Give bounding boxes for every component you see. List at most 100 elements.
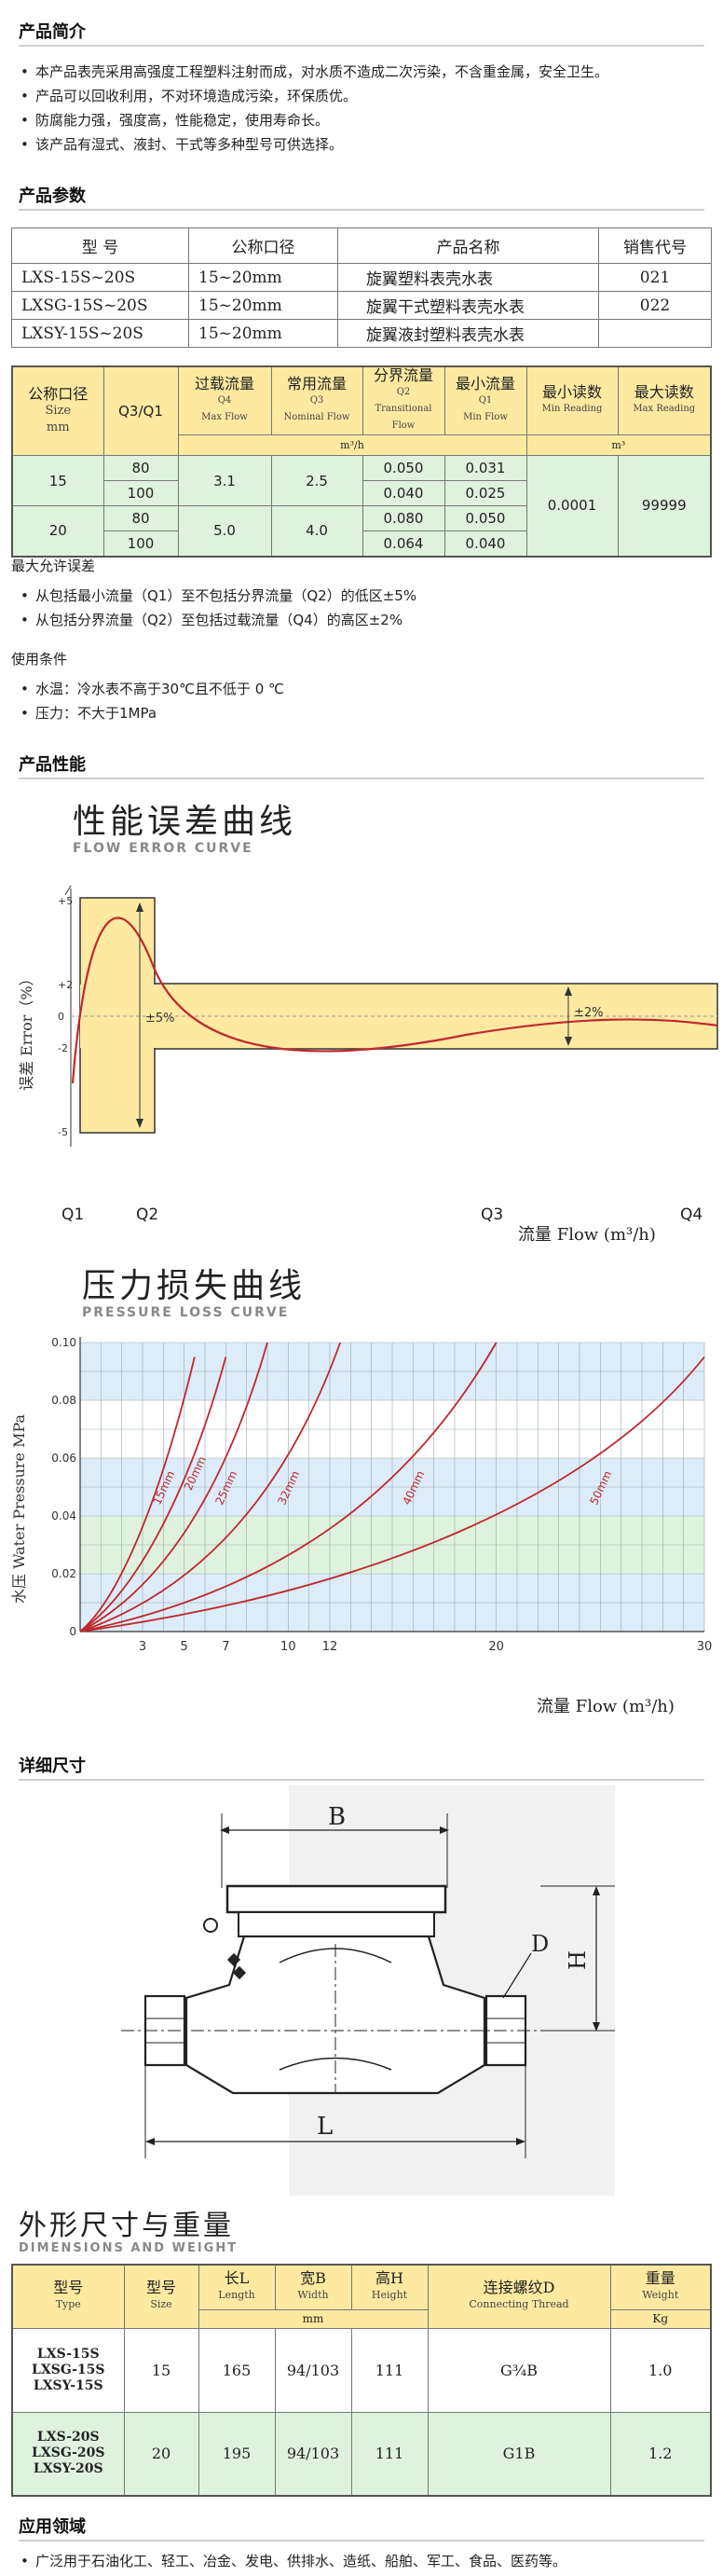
cell: 2.5 <box>270 455 363 506</box>
arrow <box>565 986 572 996</box>
x-tick: 10 <box>280 1640 296 1654</box>
hinge <box>203 1918 218 1933</box>
table-row: LXS-15S LXSG-15S LXSY-15S 15 165 94/103 … <box>11 2327 712 2413</box>
series-line <box>79 1342 268 1632</box>
x-tick: Q4 <box>680 1205 703 1224</box>
arrow <box>440 1826 449 1834</box>
arrow <box>136 1119 143 1128</box>
y-tick: +2 <box>58 979 73 991</box>
cell: 旋翼干式塑料表壳水表 <box>337 291 599 320</box>
unit-cell: mm <box>198 2308 429 2329</box>
unit-cell: m³ <box>525 434 712 456</box>
divider <box>19 2540 704 2542</box>
table-row: 15 80 3.1 2.5 0.050 0.031 0.0001 99999 <box>11 455 712 557</box>
cell: 0.040 <box>443 530 527 557</box>
dimension-drawing: B D H L <box>121 1785 615 2196</box>
col-header: 型号 Size <box>123 2264 199 2329</box>
error-list: 从包括最小流量（Q1）至不包括分界流量（Q2）的低区±5% 从包括分界流量（Q2… <box>19 584 704 632</box>
cell: 0.080 <box>362 505 445 531</box>
cell: 3.1 <box>177 455 272 506</box>
body-contour <box>279 2057 392 2071</box>
y-axis-label: 水压 Water Pressure MPa <box>10 1413 28 1604</box>
cell: 0.050 <box>362 455 445 481</box>
arrow <box>593 1886 600 1895</box>
cell: 100 <box>102 480 179 506</box>
cell: 5.0 <box>177 505 272 557</box>
application-heading: 应用领域 <box>19 2517 86 2537</box>
col-header: 最大读数 Max Reading <box>617 365 712 435</box>
y-tick: +5 <box>58 895 73 907</box>
table-row: LXSG-15S~20S 15~20mm 旋翼干式塑料表壳水表 022 <box>11 291 712 320</box>
cell: 0.031 <box>443 455 527 481</box>
cell: 94/103 <box>274 2411 352 2497</box>
weight-title: 外形尺寸与重量 <box>19 2210 234 2242</box>
cell: 94/103 <box>274 2327 352 2413</box>
error-heading: 最大允许误差 <box>11 558 96 574</box>
cell: LXSY-15S~20S <box>11 319 189 348</box>
cell: 80 <box>102 505 179 531</box>
label-h: H <box>565 1950 591 1970</box>
cell: 4.0 <box>270 505 363 557</box>
x-tick: Q2 <box>136 1205 158 1224</box>
y-tick: 0.10 <box>51 1336 76 1349</box>
arrow <box>145 2138 155 2145</box>
unit-cell: Kg <box>609 2308 712 2329</box>
list-item: 从包括最小流量（Q1）至不包括分界流量（Q2）的低区±5% <box>19 584 704 608</box>
cell: LXS-15S~20S <box>11 263 189 292</box>
params-table: 型 号 公称口径 产品名称 销售代号 LXS-15S~20S 15~20mm 旋… <box>11 227 712 348</box>
y-tick: 0 <box>58 1011 64 1023</box>
col-header: 过载流量 Q4 Max Flow <box>177 365 272 435</box>
flow-table: 公称口径 Size mm Q3/Q1 过载流量 Q4 Max Flow 常用流量… <box>11 365 712 558</box>
cell: 0.0001 <box>525 455 619 557</box>
y-tick: 0.04 <box>51 1509 76 1522</box>
cell: 022 <box>598 291 712 320</box>
params-heading: 产品参数 <box>19 186 86 206</box>
cell: 1.0 <box>609 2327 712 2413</box>
leader-d <box>502 1952 532 1999</box>
col-header: 产品名称 <box>337 227 599 264</box>
cell: LXS-15S LXSG-15S LXSY-15S <box>11 2327 125 2413</box>
chart-subtitle: PRESSURE LOSS CURVE <box>82 1305 290 1320</box>
cell: 15~20mm <box>188 319 338 348</box>
x-axis-label: 流量 Flow (m³/h) <box>537 1697 675 1716</box>
cell: 111 <box>350 2411 429 2497</box>
table-header-row: 型 号 公称口径 产品名称 销售代号 <box>11 227 712 264</box>
flow-error-chart: ±5% ±2% +5 +2 0 -2 -5 误差 Error（%） Q1 Q2 … <box>18 885 718 1245</box>
x-tick: 7 <box>222 1640 229 1654</box>
cell: 99999 <box>617 455 712 557</box>
cell: 20 <box>11 505 104 557</box>
table-row: LXS-15S~20S 15~20mm 旋翼塑料表壳水表 021 <box>11 263 712 292</box>
y-tick: 0.02 <box>51 1567 76 1580</box>
weight-subtitle: DIMENSIONS AND WEIGHT <box>19 2241 239 2255</box>
band-label-high: ±2% <box>574 1006 604 1020</box>
col-header: 最小流量 Q1 Min Flow <box>443 365 527 435</box>
band-label-low: ±5% <box>145 1012 175 1026</box>
cell: 165 <box>198 2327 276 2413</box>
list-item: 水温：冷水表不高于30℃且不低于 0 ℃ <box>19 677 704 701</box>
cell: 15~20mm <box>188 291 338 320</box>
col-header: 常用流量 Q3 Nominal Flow <box>270 365 363 435</box>
arrow <box>593 2022 600 2032</box>
cell: 021 <box>598 263 712 292</box>
arrow <box>220 1826 229 1834</box>
series-line <box>79 1356 705 1632</box>
cell: G¾B <box>427 2327 611 2413</box>
cell: 20 <box>123 2411 199 2497</box>
x-tick: Q1 <box>61 1205 84 1224</box>
col-header: 型号 Type <box>11 2264 125 2329</box>
performance-heading: 产品性能 <box>19 755 86 775</box>
divider <box>19 45 704 47</box>
series-line <box>79 1357 227 1632</box>
cell: 0.025 <box>443 480 527 506</box>
series-line <box>79 1357 196 1632</box>
x-tick: Q3 <box>481 1205 503 1224</box>
cell: 旋翼液封塑料表壳水表 <box>337 319 599 348</box>
weight-table: 型号 Type 型号 Size 长L Length 宽B Width 高H He… <box>11 2264 712 2497</box>
arrow <box>136 902 143 912</box>
chart-title: 性能误差曲线 <box>73 803 297 841</box>
cell: 0.064 <box>362 530 445 557</box>
label-b: B <box>328 1803 346 1831</box>
cell: 15~20mm <box>188 263 338 292</box>
table-row: LXS-20S LXSG-20S LXSY-20S 20 195 94/103 … <box>11 2411 712 2497</box>
x-tick: 30 <box>697 1640 713 1654</box>
